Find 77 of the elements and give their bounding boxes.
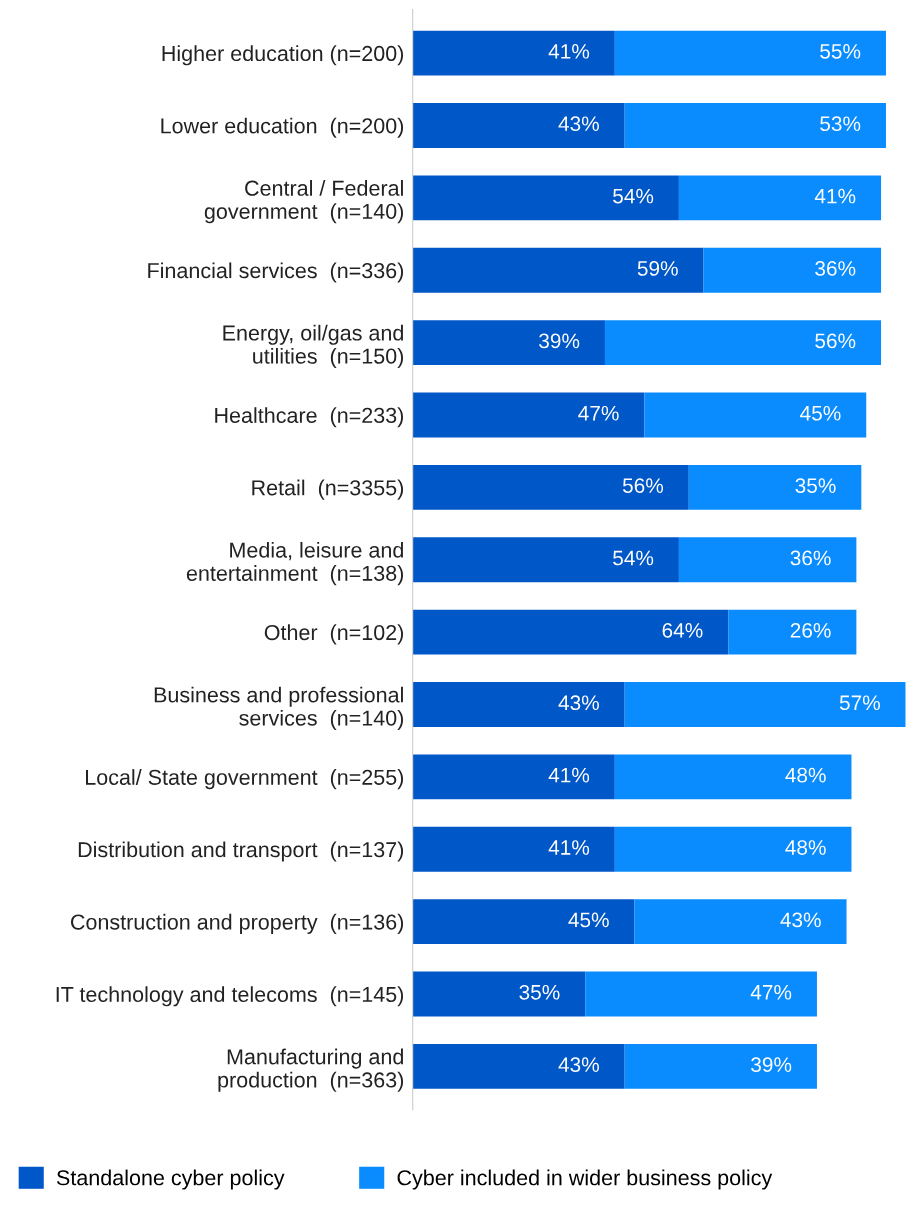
data-label: 26% — [790, 622, 831, 638]
bar — [412, 826, 615, 872]
bar — [412, 247, 704, 293]
bar — [412, 537, 679, 583]
bar — [624, 103, 886, 148]
data-label: 41% — [548, 44, 590, 59]
y-tick-label: Media, leisure and entertainment (n=138) — [186, 541, 404, 586]
data-label: 55% — [820, 44, 861, 59]
bar — [614, 30, 886, 76]
bar — [624, 1044, 817, 1089]
bar — [614, 754, 852, 800]
data-label: 35% — [795, 478, 836, 493]
bar — [604, 320, 882, 366]
data-label: 64% — [662, 622, 703, 638]
data-label: 43% — [780, 912, 821, 928]
data-label: 59% — [637, 261, 678, 276]
y-tick-label: Manufacturing and production (n=363) — [218, 1048, 404, 1092]
data-label: 54% — [613, 188, 654, 204]
data-label: 43% — [558, 1057, 599, 1073]
data-label: 45% — [800, 405, 841, 421]
bar — [585, 971, 817, 1017]
y-tick-label: Construction and property (n=136) — [70, 913, 404, 934]
data-label: 41% — [548, 767, 590, 783]
y-tick-label: Business and professional services (n=140) — [154, 686, 404, 730]
data-label: 39% — [751, 1057, 792, 1073]
legend-label: Cyber included in wider business policy — [397, 1169, 773, 1190]
data-label: 48% — [785, 767, 826, 783]
data-label: 41% — [548, 840, 590, 855]
bar — [412, 103, 625, 148]
y-tick-label: IT technology and telecoms (n=145) — [56, 986, 404, 1007]
y-tick-label: Other (n=102) — [264, 624, 404, 645]
data-label: 47% — [578, 405, 619, 421]
data-label: 35% — [519, 984, 560, 1000]
y-tick-label: Central / Federal government (n=140) — [204, 180, 404, 224]
bar — [624, 682, 906, 727]
data-label: 43% — [558, 695, 599, 711]
bar — [412, 1044, 625, 1089]
bar — [412, 320, 605, 366]
bar — [412, 30, 615, 76]
data-label: 48% — [785, 840, 826, 855]
data-label: 56% — [815, 333, 856, 349]
bar — [703, 247, 882, 293]
bar — [614, 826, 852, 872]
bar — [634, 899, 847, 945]
bar — [412, 971, 586, 1017]
data-label: 36% — [815, 261, 856, 276]
bar — [728, 609, 857, 655]
y-tick-label: Lower education (n=200) — [161, 117, 404, 138]
bar — [412, 899, 635, 945]
bar — [412, 682, 625, 727]
y-tick-label: Financial services (n=336) — [148, 262, 404, 283]
bar — [412, 464, 689, 510]
bar — [688, 464, 862, 510]
bar — [678, 537, 857, 583]
bar — [678, 175, 882, 221]
y-tick-label: Higher education (n=200) — [162, 45, 404, 66]
data-label: 47% — [750, 984, 792, 1000]
data-label: 57% — [839, 695, 880, 711]
data-label: 53% — [820, 116, 861, 132]
bar — [644, 392, 867, 438]
y-tick-label: Local/ State government (n=255) — [86, 769, 404, 790]
bar — [412, 175, 679, 221]
data-label: 43% — [558, 116, 599, 132]
legend-label: Standalone cyber policy — [56, 1169, 285, 1190]
y-tick-label: Distribution and transport (n=137) — [78, 841, 404, 862]
bar — [412, 392, 645, 438]
data-label: 41% — [814, 188, 856, 204]
bar — [412, 754, 615, 800]
y-tick-label: Retail (n=3355) — [252, 479, 404, 500]
y-tick-label: Healthcare (n=233) — [215, 407, 404, 428]
data-label: 45% — [568, 912, 609, 928]
data-label: 36% — [790, 550, 831, 566]
data-label: 54% — [613, 550, 654, 566]
bar — [412, 609, 729, 655]
y-tick-label: Energy, oil/gas and utilities (n=150) — [223, 324, 404, 369]
data-label: 56% — [622, 478, 664, 493]
data-label: 39% — [539, 333, 580, 349]
